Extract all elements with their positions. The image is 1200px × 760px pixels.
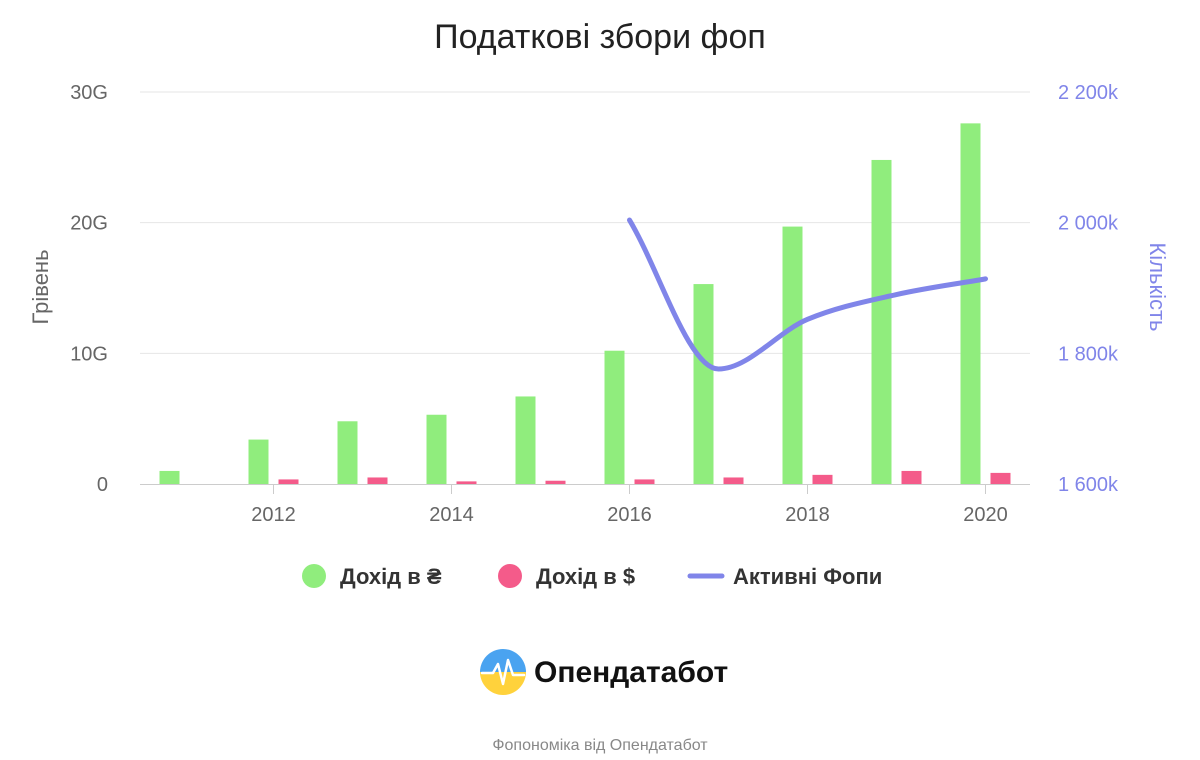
- legend-marker: [498, 564, 522, 588]
- bars-layer: [159, 123, 1011, 485]
- bar-usd: [634, 479, 655, 484]
- legend-label: Дохід в $: [536, 564, 635, 589]
- bar-usd: [456, 481, 477, 484]
- line-active-fops: [627, 217, 988, 372]
- y-left-tick-label: 0: [97, 474, 108, 496]
- y-axis-left-title: Грівень: [28, 249, 53, 324]
- bar-usd: [990, 472, 1011, 484]
- x-tick-label: 2012: [251, 504, 296, 526]
- legend: Дохід в ₴ Дохід в $ Активні Фопи: [302, 564, 882, 589]
- bar-uah: [426, 414, 447, 484]
- bar-uah: [515, 396, 536, 484]
- bar-usd: [723, 477, 744, 484]
- bar-uah: [871, 159, 892, 485]
- bar-usd: [812, 474, 833, 484]
- grid: [140, 91, 1030, 354]
- bar-uah: [693, 284, 714, 484]
- y-right-tick-label: 1 600k: [1058, 474, 1119, 496]
- logo-icon: [480, 649, 526, 695]
- bar-uah: [960, 123, 981, 485]
- y-right-tick-label: 1 800k: [1058, 343, 1119, 365]
- credits-text: Фопономіка від Опендатабот: [492, 737, 708, 754]
- bar-uah: [248, 439, 269, 484]
- y-left-tick-label: 10G: [70, 343, 108, 365]
- x-tick-label: 2014: [429, 504, 474, 526]
- y-right-tick-label: 2 000k: [1058, 213, 1119, 235]
- chart-title: Податкові збори фоп: [434, 18, 766, 56]
- legend-marker: [302, 564, 326, 588]
- y-left-tick-label: 20G: [70, 213, 108, 235]
- bar-usd: [545, 480, 566, 484]
- legend-item[interactable]: Дохід в ₴: [302, 564, 442, 589]
- bar-uah: [159, 470, 180, 484]
- bar-uah: [604, 350, 625, 484]
- bar-usd: [367, 477, 388, 484]
- x-tick-label: 2016: [607, 504, 652, 526]
- y-right-tick-label: 2 200k: [1058, 82, 1119, 104]
- legend-item[interactable]: Дохід в $: [498, 564, 635, 589]
- x-tick-label: 2018: [785, 504, 830, 526]
- y-left-tick-label: 30G: [70, 82, 108, 104]
- logo-pulse-icon: [480, 658, 526, 686]
- legend-label: Активні Фопи: [733, 564, 882, 589]
- logo-text: Опендатабот: [534, 656, 728, 689]
- legend-item[interactable]: Активні Фопи: [687, 564, 882, 589]
- bar-usd: [278, 479, 299, 484]
- legend-label: Дохід в ₴: [340, 564, 442, 589]
- x-tick-label: 2020: [963, 504, 1008, 526]
- axes: 0 10G 20G 30G 1 600k 1 800k 2 000k 2 200k 2012 20…: [70, 82, 1119, 526]
- line-layer: [627, 217, 988, 372]
- bar-uah: [782, 226, 803, 484]
- bar-usd: [901, 470, 922, 484]
- bar-uah: [337, 421, 358, 484]
- brand-logo: Опендатабот: [480, 649, 728, 695]
- y-axis-right-title: Кількість: [1145, 242, 1170, 331]
